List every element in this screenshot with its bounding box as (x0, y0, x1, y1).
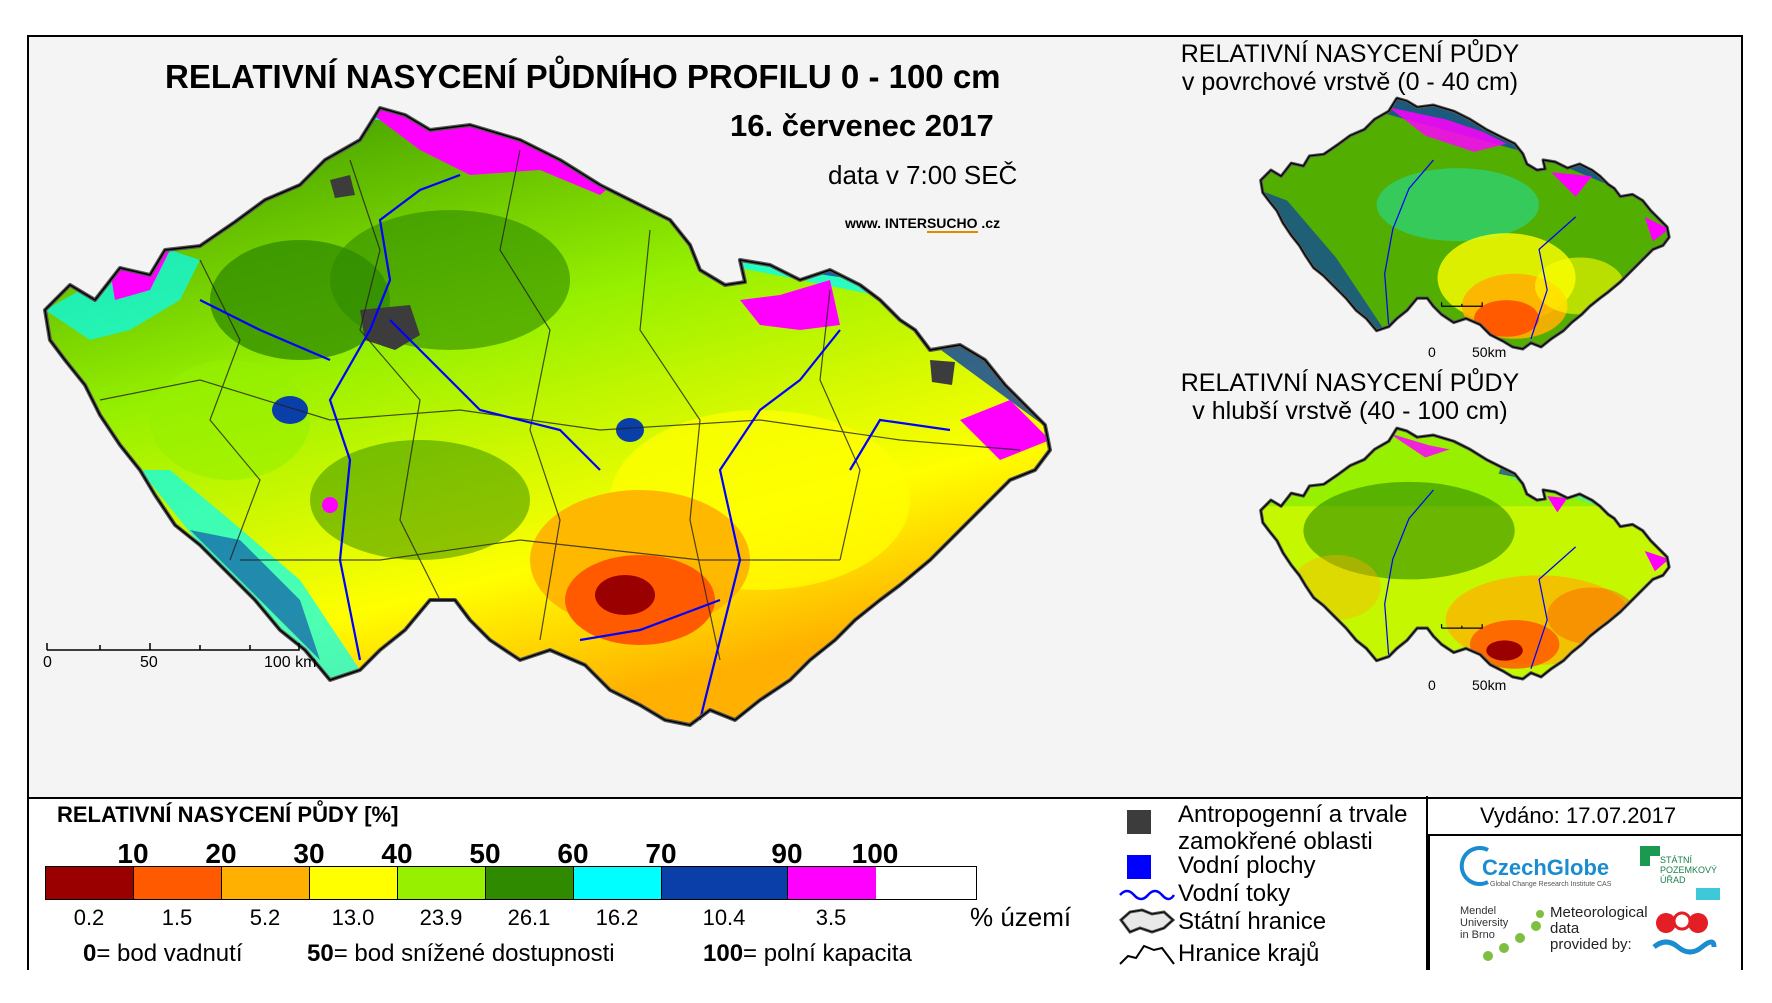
czechglobe-logo-icon (1459, 846, 1489, 886)
meteo-line1: Meteorological (1550, 904, 1648, 921)
spu-logo-icon (1640, 846, 1660, 866)
legend-class-swatch (574, 867, 662, 899)
inset-surface-scale-0: 0 (1428, 344, 1436, 360)
legend-class-share: 26.1 (507, 905, 551, 930)
inset-surface-scale-50: 50km (1472, 344, 1507, 360)
legend-class-share: 1.5 (161, 905, 193, 930)
legend-water-bodies: Vodní plochy (1178, 852, 1316, 879)
legend-threshold: 90 (771, 838, 803, 869)
main-title: RELATIVNÍ NASYCENÍ PŮDNÍHO PROFILU 0 - 1… (165, 58, 1001, 95)
legend-class-share: 13.0 (331, 905, 375, 930)
issued-date: Vydáno: 17.07.2017 (1480, 803, 1677, 828)
spu-accent-icon (1696, 888, 1720, 900)
inset-deep-scale-50: 50km (1472, 677, 1507, 693)
note-reduced-value: 50 (307, 940, 334, 967)
legend-color-bar (45, 866, 977, 900)
inset-surface-title: RELATIVNÍ NASYCENÍ PŮDY v povrchové vrst… (1110, 40, 1590, 96)
legend-state-border: Státní hranice (1178, 908, 1327, 935)
logos-box (1428, 834, 1743, 970)
mendel-line1: Mendel (1460, 905, 1497, 917)
legend-class-swatch (46, 867, 134, 899)
inset-surface-title-line2: v povrchové vrstvě (0 - 40 cm) (1181, 68, 1519, 96)
note-field-value: 100 (703, 940, 744, 967)
legend-threshold: 40 (381, 838, 413, 869)
legend-rivers: Vodní toky (1178, 880, 1291, 907)
legend-threshold: 70 (645, 838, 677, 869)
legend-class-share: 5.2 (249, 905, 281, 930)
inset-surface-map (1259, 96, 1671, 351)
water-bodies-swatch (1127, 855, 1151, 879)
mendel-dots-icon (1483, 910, 1544, 961)
main-scale-0: 0 (43, 654, 52, 671)
legend-class-share: 23.9 (419, 905, 463, 930)
note-wilting-value: 0 (83, 940, 97, 967)
legend-class-share: 16.2 (595, 905, 639, 930)
legend-anthropogenic-line1: Antropogenní a trvale (1178, 801, 1408, 828)
inset-deep-scale-0: 0 (1428, 677, 1436, 693)
main-scale-bar (46, 643, 300, 651)
legend-threshold: 30 (293, 838, 325, 869)
legend-class-swatch (398, 867, 486, 899)
meteo-line3: provided by: (1550, 936, 1632, 953)
inset-deep-title: RELATIVNÍ NASYCENÍ PŮDY v hlubší vrstvě … (1110, 369, 1590, 425)
legend-region-border: Hranice krajů (1178, 940, 1320, 967)
website-prefix: www. INTER (845, 215, 927, 231)
spu-logo: STÁTNÍ POZEMKOVÝ ÚŘAD (1660, 855, 1717, 885)
rivers-swatch-icon (1119, 889, 1176, 901)
legend-class-swatch (134, 867, 222, 899)
legend-threshold: 50 (469, 838, 501, 869)
czechglobe-subtitle: Global Change Research Institute CAS (1490, 881, 1612, 888)
spu-line1: STÁTNÍ (1660, 855, 1693, 865)
czechglobe-logo: CzechGlobe (1482, 855, 1610, 880)
legend-anthropogenic-line2: zamokřené oblasti (1178, 828, 1373, 855)
note-field-text: = polní kapacita (743, 940, 912, 967)
inset-deep-map (1259, 426, 1671, 681)
rivers (199, 173, 951, 721)
chmi-logo-icon (1652, 911, 1717, 955)
inset-deep-title-line1: RELATIVNÍ NASYCENÍ PŮDY (1180, 369, 1520, 397)
legend-class-share: 0.2 (73, 905, 105, 930)
legend-class-share: 3.5 (815, 905, 847, 930)
legend-anthropogenic: Antropogenní a trvale zamokřené oblasti (1178, 801, 1408, 855)
note-reduced-text: = bod snížené dostupnosti (333, 940, 615, 967)
legend-class-swatch (662, 867, 788, 899)
mendel-line3: in Brno (1460, 929, 1495, 941)
spu-line3: ÚŘAD (1660, 875, 1686, 885)
mendel-logo: Mendel University in Brno (1460, 905, 1508, 941)
legend-class-swatch (310, 867, 398, 899)
region-border-icon (1119, 944, 1175, 965)
note-wilting-point: 0= bod vadnutí (83, 940, 242, 968)
legend-threshold: 60 (557, 838, 589, 869)
state-border-icon (1118, 908, 1176, 934)
website-link[interactable]: www. INTERSUCHO .cz (845, 215, 1001, 233)
meteo-line2: data (1550, 920, 1580, 937)
website-highlight: SUCHO (926, 215, 978, 233)
inset-surface-title-line1: RELATIVNÍ NASYCENÍ PŮDY (1180, 40, 1520, 68)
main-scale-50: 50 (140, 654, 158, 671)
legend-divider (1426, 796, 1428, 970)
spu-line2: POZEMKOVÝ (1660, 865, 1718, 875)
main-date: 16. červenec 2017 (730, 108, 994, 143)
main-scale-100: 100 km (264, 654, 317, 671)
anthropogenic-swatch (1127, 810, 1151, 834)
legend-class-swatch (788, 867, 876, 899)
mendel-line2: University (1460, 917, 1509, 929)
note-reduced-availability: 50= bod snížené dostupnosti (307, 940, 615, 968)
meteo-provider-text: Meteorological data provided by: (1550, 905, 1648, 953)
legend-threshold: 100 (851, 838, 899, 869)
main-map-fill (45, 108, 1050, 725)
note-wilting-text: = bod vadnutí (96, 940, 243, 967)
note-field-capacity: 100= polní kapacita (703, 940, 912, 968)
data-time: data v 7:00 SEČ (828, 160, 1018, 190)
inset-deep-title-line2: v hlubší vrstvě (40 - 100 cm) (1192, 397, 1508, 425)
legend-threshold: 10 (117, 838, 149, 869)
website-suffix: .cz (977, 215, 1001, 231)
legend-share-unit: % území (970, 902, 1072, 932)
legend-class-share: 10.4 (702, 905, 746, 930)
legend-title: RELATIVNÍ NASYCENÍ PŮDY [%] (57, 802, 399, 827)
legend-threshold: 20 (205, 838, 237, 869)
legend-class-swatch (222, 867, 310, 899)
legend-class-swatch (486, 867, 574, 899)
